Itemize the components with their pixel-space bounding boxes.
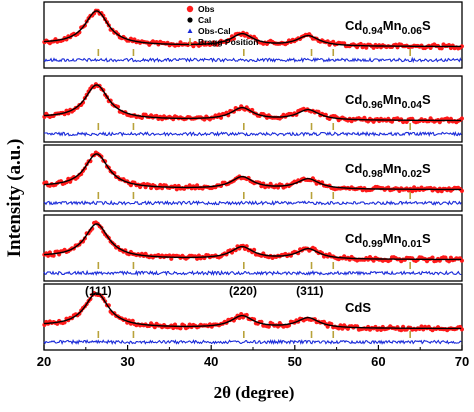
panel-frame <box>43 214 463 282</box>
panel-1: Cd0.94Mn0.06S <box>42 1 464 69</box>
panel-frame <box>43 144 463 212</box>
legend-entry: Obs <box>198 4 215 14</box>
sample-label: Cd0.94Mn0.06S <box>345 18 431 37</box>
panels-layer: Cd0.94Mn0.06S Cd0.96Mn0.04S Cd0.98Mn0.02S C… <box>42 1 464 351</box>
panel-4: Cd0.99Mn0.01S <box>42 214 464 282</box>
cal-line <box>44 292 462 330</box>
x-tick-label: 40 <box>204 354 218 369</box>
panel-2: Cd0.96Mn0.04S <box>42 75 464 143</box>
cal-line <box>44 10 462 48</box>
cal-line <box>44 84 462 122</box>
obs-point <box>174 187 179 192</box>
obs-point <box>340 326 345 331</box>
panel-frame <box>43 1 463 69</box>
sample-label: Cd0.99Mn0.01S <box>345 231 431 250</box>
x-axis-ticks: 20 30 40 50 60 70 <box>37 345 469 369</box>
panel-frame <box>43 75 463 143</box>
diff-line <box>43 199 462 206</box>
obs-point <box>178 326 183 331</box>
x-tick-label: 30 <box>120 354 134 369</box>
legend-entry: Obs-Cal <box>198 26 231 36</box>
obs-point <box>191 44 196 49</box>
sample-label: CdS <box>345 300 371 315</box>
diff-line <box>43 130 462 138</box>
cal-line <box>44 153 462 191</box>
sample-label: Cd0.98Mn0.02S <box>345 161 431 180</box>
legend-entry: Cal <box>198 15 211 25</box>
obs-point <box>439 46 444 51</box>
obs-point <box>459 116 464 121</box>
x-tick-label: 70 <box>455 354 469 369</box>
obs-point <box>336 326 341 331</box>
obs-point <box>410 189 415 194</box>
legend-diff-marker <box>187 28 193 33</box>
legend-obs-marker <box>186 5 194 13</box>
cal-line <box>44 223 462 261</box>
peak-label: (220) <box>229 284 257 298</box>
x-tick-label: 20 <box>37 354 51 369</box>
sample-label: Cd0.96Mn0.04S <box>345 92 431 111</box>
x-tick-label: 50 <box>288 354 302 369</box>
obs-point <box>446 259 452 264</box>
peak-label: (111) <box>85 284 112 298</box>
obs-point <box>51 253 56 258</box>
obs-point <box>266 324 271 329</box>
x-tick-label: 60 <box>371 354 385 369</box>
peak-label: (311) <box>296 284 323 298</box>
panel-3: Cd0.98Mn0.02S <box>42 144 464 212</box>
legend-cal-marker <box>187 17 193 23</box>
panel-5: CdS <box>42 283 464 351</box>
diff-line <box>43 56 462 64</box>
obs-point <box>459 44 464 49</box>
diff-line <box>43 338 462 346</box>
diff-line <box>43 269 462 277</box>
y-axis-label: Intensity (a.u.) <box>4 139 25 258</box>
obs-point <box>399 328 404 333</box>
legend-entry: Bragg Position <box>198 37 258 47</box>
x-axis-label: 2θ (degree) <box>214 383 295 402</box>
